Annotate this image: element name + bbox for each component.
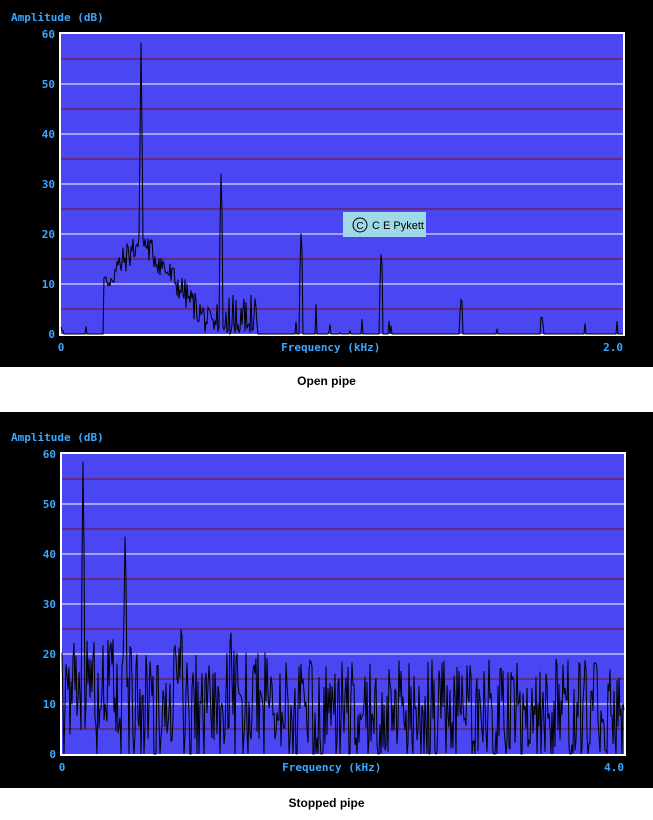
spectrum-line xyxy=(61,461,625,756)
x-axis-label: Frequency (kHz) xyxy=(281,341,380,354)
y-tick-label: 20 xyxy=(42,228,55,241)
open-pipe-panel: Amplitude (dB) 0 10 20 30 40 50 60 0 2.0 Frequency… xyxy=(0,0,653,367)
x-tick-label: 2.0 xyxy=(603,341,623,354)
y-tick-label: 0 xyxy=(49,748,56,761)
y-tick-label: 60 xyxy=(43,448,56,461)
y-tick-label: 10 xyxy=(43,698,56,711)
y-tick-label: 0 xyxy=(48,328,55,341)
x-tick-label: 0 xyxy=(58,341,65,354)
y-tick-label: 30 xyxy=(43,598,56,611)
spectrum-line xyxy=(60,42,623,336)
copyright-box xyxy=(343,212,426,237)
y-tick-label: 50 xyxy=(42,78,55,91)
y-tick-label: 50 xyxy=(43,498,56,511)
copyright-text: C E Pykett xyxy=(372,220,424,232)
y-axis-label: Amplitude (dB) xyxy=(11,431,104,444)
stopped-pipe-caption-strip: Stopped pipe xyxy=(0,788,653,820)
copyright-icon xyxy=(352,217,368,233)
open-pipe-caption: Open pipe xyxy=(297,374,356,388)
x-axis-label: Frequency (kHz) xyxy=(282,761,381,774)
x-tick-label: 0 xyxy=(59,761,66,774)
stopped-pipe-caption: Stopped pipe xyxy=(288,796,365,810)
y-tick-label: 40 xyxy=(43,548,56,561)
stopped-pipe-chart: Amplitude (dB) 0 10 20 30 40 50 60 0 4.0 Frequency… xyxy=(11,431,626,774)
open-pipe-chart: Amplitude (dB) 0 10 20 30 40 50 60 0 2.0 Frequency… xyxy=(11,11,625,354)
y-tick-label: 40 xyxy=(42,128,55,141)
stopped-pipe-panel: Amplitude (dB) 0 10 20 30 40 50 60 0 4.0 Frequency… xyxy=(0,412,653,788)
y-tick-label: 60 xyxy=(42,28,55,41)
copyright-symbol: C xyxy=(356,221,363,232)
y-axis-label: Amplitude (dB) xyxy=(11,11,104,24)
open-pipe-caption-strip: Open pipe xyxy=(0,367,653,412)
y-tick-label: 30 xyxy=(42,178,55,191)
x-tick-label: 4.0 xyxy=(604,761,624,774)
y-tick-label: 20 xyxy=(43,648,56,661)
y-tick-label: 10 xyxy=(42,278,55,291)
